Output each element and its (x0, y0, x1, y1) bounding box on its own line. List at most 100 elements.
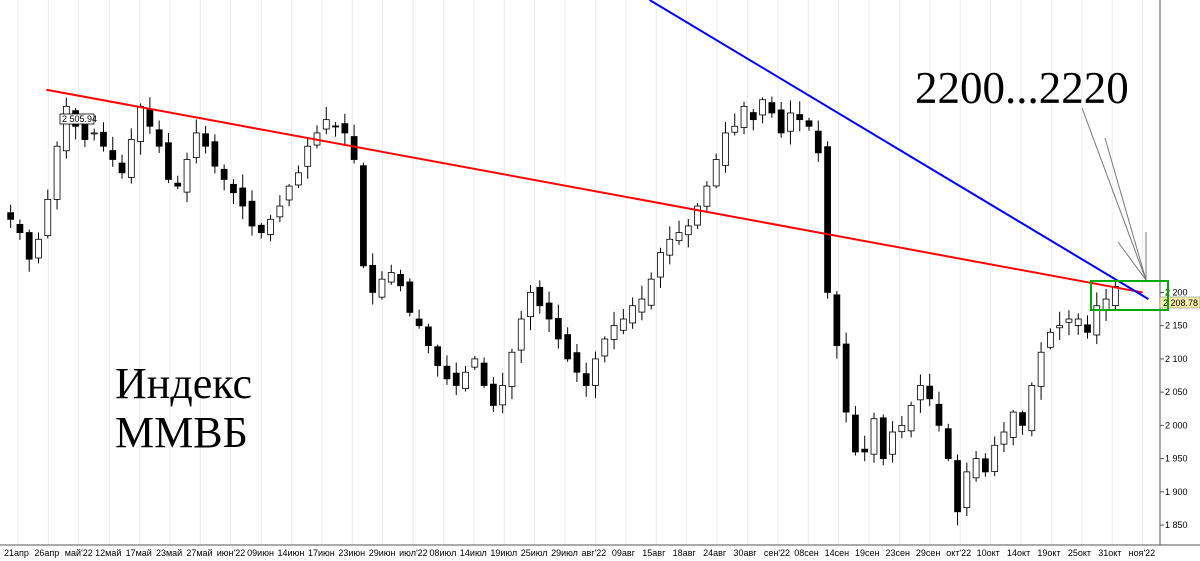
candle-body (759, 99, 766, 116)
candle-body (62, 105, 70, 152)
x-tick-label: 27май (186, 548, 212, 558)
y-tick-label: 2 000 (1165, 420, 1188, 430)
x-tick-label: 19сен (855, 548, 880, 558)
candle-body (833, 294, 841, 347)
candle-body (192, 132, 200, 158)
grid (17, 0, 1144, 545)
candle-body (1065, 318, 1073, 323)
candle-body (647, 278, 655, 306)
index-title-line1: Индекс (115, 359, 252, 408)
current-price-label: 2 208.78 (1159, 296, 1200, 309)
pointer-line (1081, 107, 1147, 281)
candle-body (118, 162, 126, 174)
x-tick-label: июл'22 (399, 548, 428, 558)
x-tick-label: ноя'22 (1129, 548, 1156, 558)
x-tick-label: 23июн (338, 548, 365, 558)
x-tick-label: 14окт (1007, 548, 1030, 558)
x-tick-label: сен'22 (764, 548, 790, 558)
x-tick-label: 30авг (733, 548, 757, 558)
candle-body (1093, 305, 1101, 336)
pointer-line (1117, 241, 1147, 281)
x-tick-label: 23май (156, 548, 182, 558)
candle-body (508, 351, 516, 387)
y-tick-label: 1 950 (1165, 454, 1188, 464)
candle-body (443, 365, 451, 380)
candle-body (694, 205, 701, 226)
candle-body (25, 232, 33, 260)
candle-body (991, 444, 999, 472)
candle-body (471, 358, 479, 368)
x-tick-label: 14июн (278, 548, 305, 558)
candle-body (545, 302, 553, 320)
x-tick-label: 19окт (1037, 548, 1060, 558)
candle-body (972, 458, 980, 479)
candle-body (517, 318, 525, 351)
candle-body (267, 218, 274, 235)
candle-body (387, 272, 395, 283)
candle-body (174, 182, 182, 187)
trendlines (46, 0, 1149, 300)
y-tick-label: 2 200 (1165, 287, 1188, 297)
candle-body (322, 119, 330, 130)
candle-body (657, 252, 664, 278)
candle-body (805, 120, 813, 127)
candle-body (239, 187, 247, 207)
peak-label: 2 505.94 (59, 113, 97, 125)
candle-body (684, 225, 692, 236)
candle-body (183, 159, 191, 193)
x-tick-label: 29июн (369, 548, 396, 558)
candle-body (527, 292, 534, 318)
x-tick-label: 08сен (794, 548, 819, 558)
x-tick-label: 21апр (4, 548, 29, 558)
candle-body (1084, 324, 1091, 333)
candle-body (230, 183, 237, 194)
x-tick-label: 08июл (430, 548, 457, 558)
x-tick-label: 12май (95, 548, 121, 558)
candle-body (1037, 351, 1045, 387)
candle-body (100, 131, 107, 147)
candle-body (146, 109, 154, 127)
candle-body (601, 338, 609, 357)
candle-body (564, 334, 572, 360)
candle-body (536, 286, 544, 307)
candle-body (406, 281, 414, 313)
candle-body (378, 278, 386, 298)
candle-body (1019, 412, 1026, 426)
candle-body (1102, 298, 1110, 311)
candle-body (573, 352, 581, 373)
candle-body (982, 458, 989, 473)
candle-body (1000, 431, 1008, 445)
candle-body (963, 471, 971, 508)
candle-body (898, 424, 906, 433)
x-tick-label: авг'22 (582, 548, 607, 558)
candle-body (109, 150, 117, 160)
candle-body (332, 125, 339, 128)
x-tick-label: 17июн (308, 548, 335, 558)
trendline (649, 0, 1149, 300)
candle-body (879, 417, 887, 459)
candle-body (907, 405, 915, 432)
y-tick-label: 2 100 (1165, 354, 1188, 364)
x-tick-label: окт'22 (946, 548, 971, 558)
candle-body (462, 371, 469, 389)
candle-body (434, 346, 442, 366)
candle-body (1056, 325, 1064, 329)
candle-body (35, 238, 42, 259)
candle-body (675, 232, 683, 242)
candle-body (304, 145, 312, 167)
candle-body (155, 129, 163, 147)
candle-body (1111, 286, 1119, 306)
candle-body (452, 372, 460, 386)
candle-body (935, 403, 943, 426)
x-tick-label: 23сен (885, 548, 910, 558)
x-tick-label: 14сен (825, 548, 850, 558)
candles (7, 96, 1119, 526)
candle-body (369, 264, 377, 293)
candle-body (731, 125, 739, 133)
candle-body (7, 212, 15, 220)
candle-body (137, 105, 144, 142)
x-tick-label: 09июн (247, 548, 274, 558)
x-tick-label: 15авг (642, 548, 666, 558)
svg-text:2 505.94: 2 505.94 (62, 114, 97, 124)
